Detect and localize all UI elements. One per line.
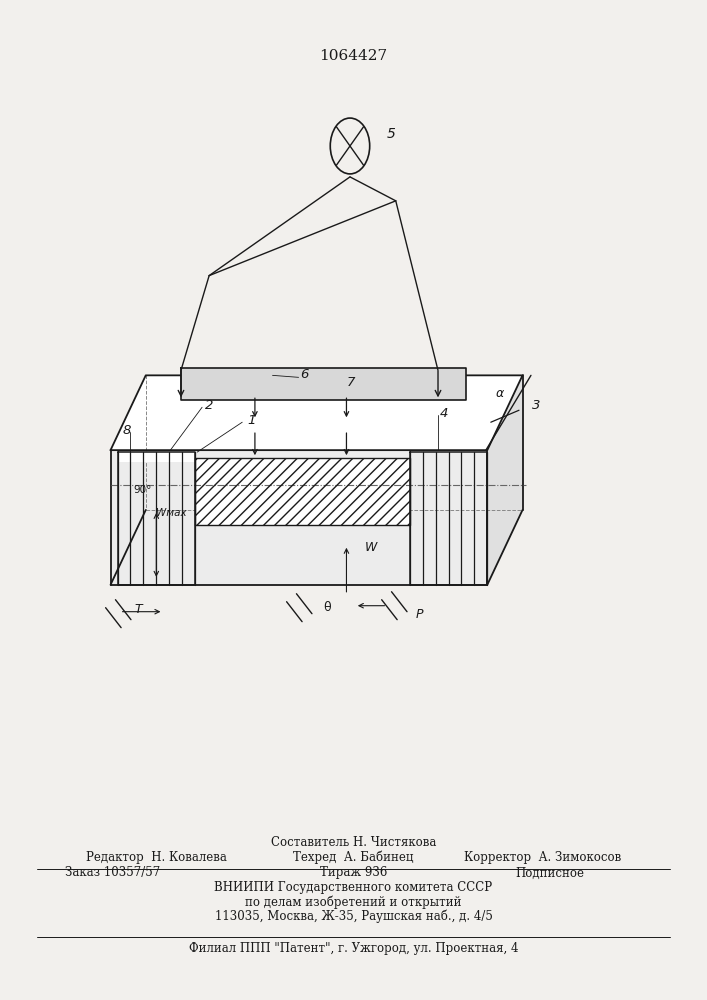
Text: Корректор  А. Зимокосов: Корректор А. Зимокосов — [464, 851, 621, 864]
Text: θ: θ — [323, 601, 331, 614]
Text: P: P — [415, 608, 423, 621]
Polygon shape — [117, 452, 195, 462]
Text: по делам изобретений и открытий: по делам изобретений и открытий — [245, 895, 462, 909]
Text: Редактор  Н. Ковалева: Редактор Н. Ковалева — [86, 851, 227, 864]
Text: Wмax: Wмax — [156, 508, 187, 518]
Text: 6: 6 — [300, 368, 308, 381]
Polygon shape — [181, 368, 466, 400]
Text: 3: 3 — [532, 399, 541, 412]
Text: Подписное: Подписное — [515, 866, 585, 879]
Text: 1064427: 1064427 — [320, 49, 387, 63]
Text: 1: 1 — [247, 414, 255, 427]
Text: Составитель Н. Чистякова: Составитель Н. Чистякова — [271, 836, 436, 849]
Text: W: W — [365, 541, 378, 554]
Polygon shape — [110, 450, 487, 585]
Polygon shape — [195, 458, 410, 525]
Text: Филиал ППП "Патент", г. Ужгород, ул. Проектная, 4: Филиал ППП "Патент", г. Ужгород, ул. Про… — [189, 942, 518, 955]
Text: 5: 5 — [387, 127, 395, 141]
Text: Заказ 10357/57: Заказ 10357/57 — [65, 866, 160, 879]
Text: 2: 2 — [205, 399, 214, 412]
Polygon shape — [487, 375, 522, 585]
Text: 90°: 90° — [133, 485, 151, 495]
Text: 113035, Москва, Ж-35, Раушская наб., д. 4/5: 113035, Москва, Ж-35, Раушская наб., д. … — [214, 909, 493, 923]
Text: Тираж 936: Тираж 936 — [320, 866, 387, 879]
Text: 4: 4 — [440, 407, 448, 420]
Polygon shape — [110, 375, 522, 450]
Text: T: T — [135, 603, 143, 616]
Text: 7: 7 — [347, 376, 356, 389]
Text: Техред  А. Бабинец: Техред А. Бабинец — [293, 850, 414, 864]
Text: ВНИИПИ Государственного комитета СССР: ВНИИПИ Государственного комитета СССР — [214, 881, 493, 894]
Text: α: α — [496, 387, 504, 400]
Text: 8: 8 — [122, 424, 131, 437]
